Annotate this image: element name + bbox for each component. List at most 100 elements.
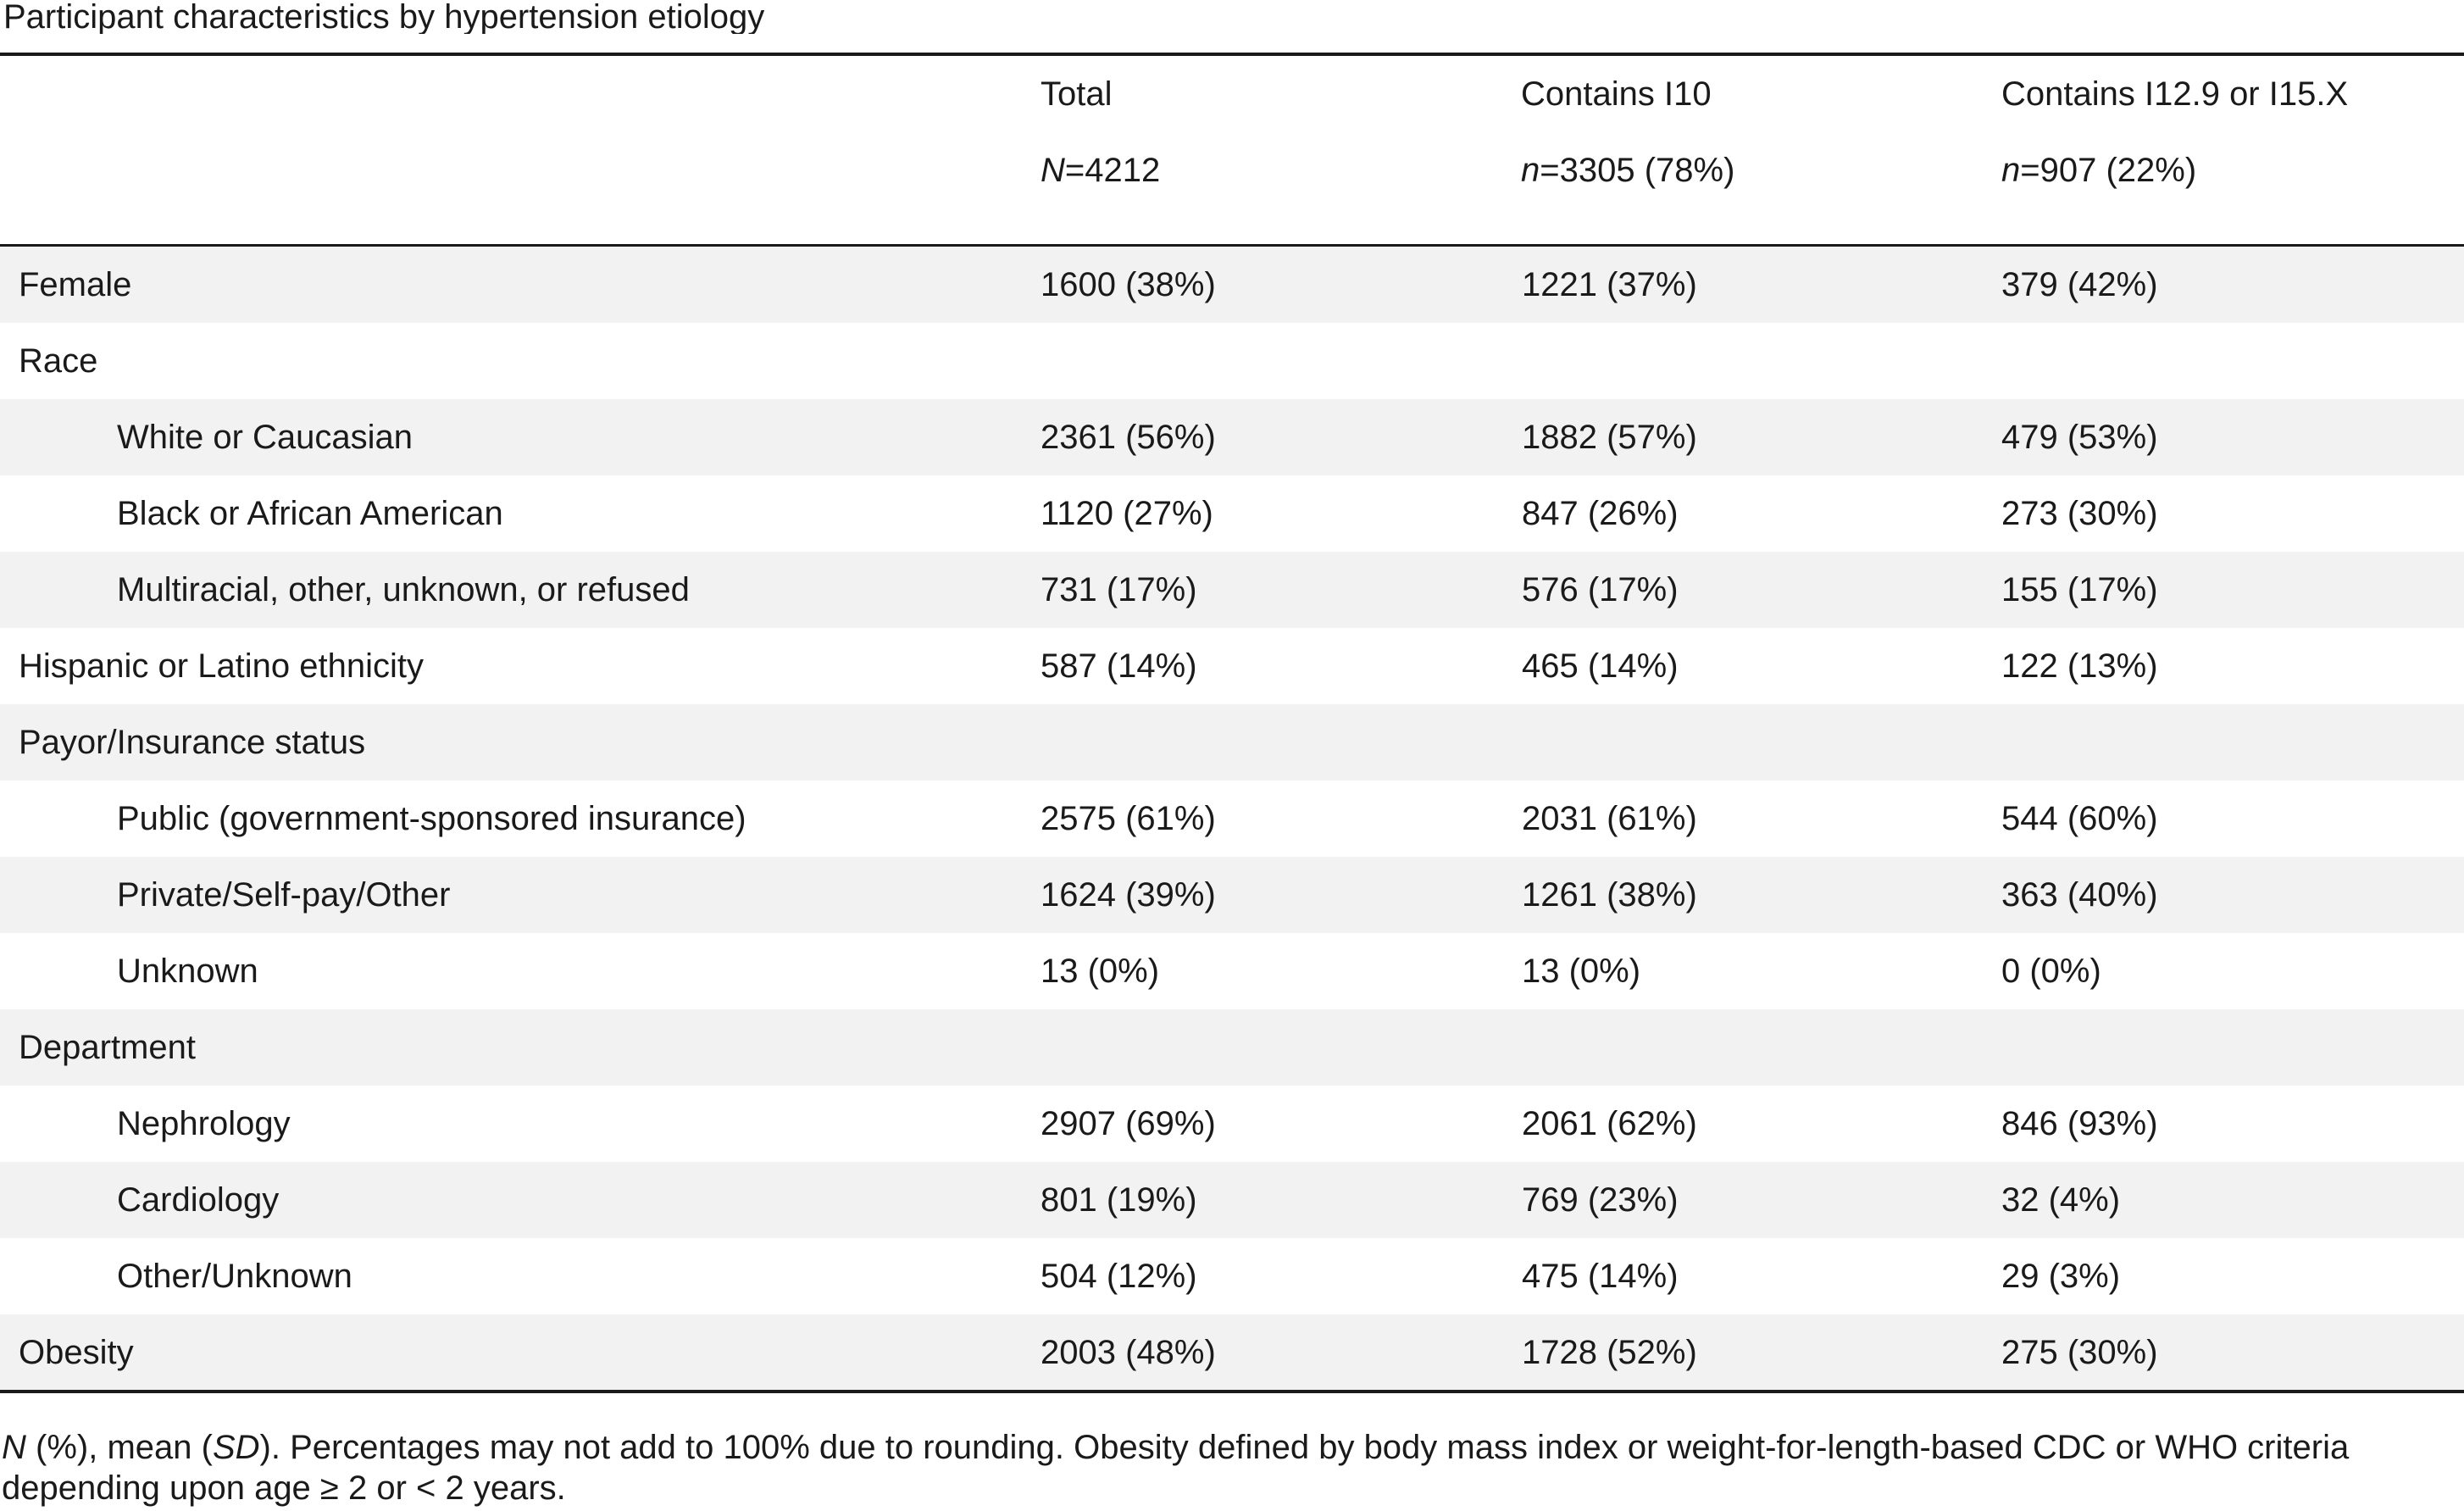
row-value-cell: 2061 (62%) bbox=[1522, 1086, 2001, 1162]
header-rule bbox=[0, 244, 2464, 247]
column-header-label: Total bbox=[1041, 75, 1113, 113]
row-value-cell: 1882 (57%) bbox=[1522, 399, 2001, 475]
row-value-cell: 122 (13%) bbox=[2001, 628, 2464, 704]
row-value-cell: 847 (26%) bbox=[1522, 475, 2001, 552]
row-label-cell: Multiracial, other, unknown, or refused bbox=[0, 552, 1041, 628]
row-value-cell bbox=[1041, 1009, 1522, 1086]
row-value-cell: 13 (0%) bbox=[1041, 933, 1522, 1009]
row-label-cell: White or Caucasian bbox=[0, 399, 1041, 475]
column-header-label: Contains I12.9 or I15.X bbox=[2001, 75, 2349, 113]
row-value-cell bbox=[1522, 704, 2001, 780]
row-value-cell: 363 (40%) bbox=[2001, 857, 2464, 933]
column-header-n: n=3305 (78%) bbox=[1521, 152, 1735, 189]
row-value-cell: 544 (60%) bbox=[2001, 780, 2464, 857]
row-value-cell: 2031 (61%) bbox=[1522, 780, 2001, 857]
table-row: Department bbox=[0, 1009, 2464, 1086]
row-label: Obesity bbox=[19, 1334, 134, 1371]
row-label: Other/Unknown bbox=[117, 1258, 352, 1295]
column-header-label: Contains I10 bbox=[1521, 75, 1712, 113]
row-label: Race bbox=[19, 342, 98, 380]
row-label-cell: Other/Unknown bbox=[0, 1238, 1041, 1314]
row-label-cell: Black or African American bbox=[0, 475, 1041, 552]
row-value-cell bbox=[1522, 1009, 2001, 1086]
row-label: Nephrology bbox=[117, 1105, 291, 1142]
row-value-cell: 2575 (61%) bbox=[1041, 780, 1522, 857]
row-value-cell: 13 (0%) bbox=[1522, 933, 2001, 1009]
row-value-cell: 2907 (69%) bbox=[1041, 1086, 1522, 1162]
row-value-cell: 846 (93%) bbox=[2001, 1086, 2464, 1162]
table-row: Female 1600 (38%) 1221 (37%) 379 (42%) bbox=[0, 247, 2464, 323]
row-value-cell bbox=[1041, 704, 1522, 780]
row-value-cell bbox=[2001, 704, 2464, 780]
row-value-cell: 769 (23%) bbox=[1522, 1162, 2001, 1238]
row-value-cell: 731 (17%) bbox=[1041, 552, 1522, 628]
row-value-cell: 587 (14%) bbox=[1041, 628, 1522, 704]
row-label-cell: Private/Self-pay/Other bbox=[0, 857, 1041, 933]
row-label-cell: Payor/Insurance status bbox=[0, 704, 1041, 780]
column-header-i12-i15: Contains I12.9 or I15.X n=907 (22%) bbox=[2001, 73, 2348, 192]
row-label: Black or African American bbox=[117, 495, 503, 532]
row-value-cell bbox=[2001, 1009, 2464, 1086]
row-label-cell: Public (government-sponsored insurance) bbox=[0, 780, 1041, 857]
table-body: Female 1600 (38%) 1221 (37%) 379 (42%) Race W… bbox=[0, 247, 2464, 1391]
table-row: Nephrology 2907 (69%) 2061 (62%) 846 (93%) bbox=[0, 1086, 2464, 1162]
table-row: Multiracial, other, unknown, or refused 7… bbox=[0, 552, 2464, 628]
row-value-cell: 479 (53%) bbox=[2001, 399, 2464, 475]
bottom-rule bbox=[0, 1390, 2464, 1393]
row-label-cell: Unknown bbox=[0, 933, 1041, 1009]
table-row: Other/Unknown 504 (12%) 475 (14%) 29 (3%) bbox=[0, 1238, 2464, 1314]
row-label: Cardiology bbox=[117, 1181, 280, 1219]
row-label: Payor/Insurance status bbox=[19, 724, 366, 761]
row-label-cell: Nephrology bbox=[0, 1086, 1041, 1162]
row-label-cell: Department bbox=[0, 1009, 1041, 1086]
row-label: Hispanic or Latino ethnicity bbox=[19, 647, 425, 685]
row-label-cell: Obesity bbox=[0, 1314, 1041, 1391]
row-value-cell: 273 (30%) bbox=[2001, 475, 2464, 552]
table-row: Hispanic or Latino ethnicity 587 (14%) 465… bbox=[0, 628, 2464, 704]
row-label: Department bbox=[19, 1029, 196, 1066]
row-label: Private/Self-pay/Other bbox=[117, 876, 451, 914]
row-value-cell: 1221 (37%) bbox=[1522, 247, 2001, 323]
row-value-cell: 1624 (39%) bbox=[1041, 857, 1522, 933]
top-rule bbox=[0, 53, 2464, 56]
row-value-cell: 2003 (48%) bbox=[1041, 1314, 1522, 1391]
row-value-cell: 2361 (56%) bbox=[1041, 399, 1522, 475]
table-row: White or Caucasian 2361 (56%) 1882 (57%) 47… bbox=[0, 399, 2464, 475]
row-value-cell bbox=[2001, 323, 2464, 399]
row-value-cell: 0 (0%) bbox=[2001, 933, 2464, 1009]
row-value-cell: 1120 (27%) bbox=[1041, 475, 1522, 552]
row-value-cell: 155 (17%) bbox=[2001, 552, 2464, 628]
row-value-cell: 465 (14%) bbox=[1522, 628, 2001, 704]
column-header-n: n=907 (22%) bbox=[2001, 152, 2197, 189]
column-header-n: N=4212 bbox=[1041, 152, 1161, 189]
row-value-cell: 275 (30%) bbox=[2001, 1314, 2464, 1391]
row-value-cell: 475 (14%) bbox=[1522, 1238, 2001, 1314]
row-label-cell: Race bbox=[0, 323, 1041, 399]
row-value-cell bbox=[1522, 323, 2001, 399]
row-label: White or Caucasian bbox=[117, 419, 413, 456]
column-header-i10: Contains I10 n=3305 (78%) bbox=[1521, 73, 1734, 192]
table-row: Private/Self-pay/Other 1624 (39%) 1261 (38… bbox=[0, 857, 2464, 933]
row-label: Female bbox=[19, 266, 132, 303]
table-row: Cardiology 801 (19%) 769 (23%) 32 (4%) bbox=[0, 1162, 2464, 1238]
row-label-cell: Cardiology bbox=[0, 1162, 1041, 1238]
column-header-total: Total N=4212 bbox=[1041, 73, 1160, 192]
row-label: Multiracial, other, unknown, or refused bbox=[117, 571, 690, 608]
table-row: Unknown 13 (0%) 13 (0%) 0 (0%) bbox=[0, 933, 2464, 1009]
row-label-cell: Female bbox=[0, 247, 1041, 323]
table-row: Black or African American 1120 (27%) 847 (… bbox=[0, 475, 2464, 552]
row-label-cell: Hispanic or Latino ethnicity bbox=[0, 628, 1041, 704]
table-caption: Participant characteristics by hypertens… bbox=[3, 0, 765, 34]
table-row: Race bbox=[0, 323, 2464, 399]
table-row: Obesity 2003 (48%) 1728 (52%) 275 (30%) bbox=[0, 1314, 2464, 1391]
row-label: Public (government-sponsored insurance) bbox=[117, 800, 746, 837]
row-value-cell: 801 (19%) bbox=[1041, 1162, 1522, 1238]
table-row: Public (government-sponsored insurance) 2… bbox=[0, 780, 2464, 857]
row-value-cell: 1728 (52%) bbox=[1522, 1314, 2001, 1391]
row-value-cell: 32 (4%) bbox=[2001, 1162, 2464, 1238]
row-value-cell: 576 (17%) bbox=[1522, 552, 2001, 628]
row-value-cell: 379 (42%) bbox=[2001, 247, 2464, 323]
row-value-cell: 1261 (38%) bbox=[1522, 857, 2001, 933]
table-row: Payor/Insurance status bbox=[0, 704, 2464, 780]
row-value-cell: 29 (3%) bbox=[2001, 1238, 2464, 1314]
